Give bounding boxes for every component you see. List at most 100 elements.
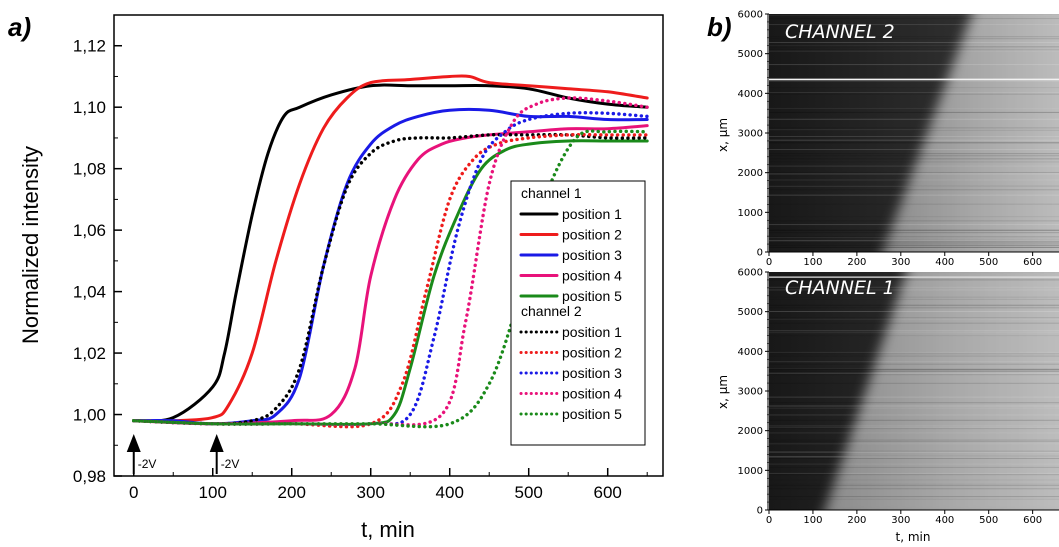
- heatmap-noise-stripe: [769, 148, 1059, 150]
- voltage-annotation: -2V: [221, 457, 240, 471]
- heatmap-noise-stripe: [769, 463, 1059, 465]
- heatmap-noise-stripe: [769, 107, 1059, 109]
- heatmap-noise-stripe: [769, 129, 1059, 131]
- heatmap-noise-stripe: [769, 87, 1059, 89]
- legend-entry-label: position 1: [562, 324, 622, 340]
- heatmap-x-tick-label: 100: [803, 515, 822, 526]
- heatmap-noise-stripe: [769, 161, 1059, 163]
- heatmap-noise-stripe: [769, 220, 1059, 222]
- heatmap-x-tick-label: 0: [766, 515, 772, 526]
- legend-entry-label: position 3: [562, 247, 622, 263]
- heatmap-x-tick-label: 500: [979, 257, 998, 268]
- heatmap-noise-stripe: [769, 370, 1059, 372]
- legend-group-channel-1: channel 1: [521, 185, 582, 201]
- heatmap-noise-stripe: [769, 374, 1059, 376]
- panel-a-y-ticks: 0,98 1,00 1,02 1,04 1,06 1,08 1,10 1,12: [73, 37, 122, 486]
- heatmap-noise-stripe: [769, 443, 1059, 445]
- heatmap-noise-stripe: [769, 485, 1059, 487]
- heatmap-noise-stripe: [769, 466, 1059, 468]
- series-line-channel-1-position-2: [132, 74, 649, 423]
- heatmap-noise-stripe: [769, 173, 1059, 175]
- heatmap-noise-stripe: [769, 396, 1059, 398]
- panel-b-label: b): [707, 12, 732, 42]
- heatmap-noise-stripe: [769, 236, 1059, 238]
- heatmap-noise-stripe: [769, 179, 1059, 181]
- heatmap-noise-stripe: [769, 153, 1059, 155]
- series-line-channel-2-position-5: [132, 129, 649, 429]
- heatmap-y-tick-label: 5000: [738, 307, 763, 318]
- voltage-arrows: -2V -2V: [126, 434, 240, 474]
- heatmap-noise-stripe: [769, 279, 1059, 281]
- heatmap-noise-stripe: [769, 479, 1059, 481]
- heatmap-noise-stripe: [769, 426, 1059, 428]
- heatmap-noise-stripe: [769, 425, 1059, 427]
- heatmap-noise-stripe: [769, 246, 1059, 248]
- heatmap-noise-stripe: [769, 427, 1059, 429]
- heatmap-bottom-bright-region: [825, 272, 1059, 510]
- heatmap-noise-stripe: [769, 136, 1059, 138]
- heatmap-noise-stripe: [769, 92, 1059, 94]
- heatmap-noise-stripe: [769, 41, 1059, 43]
- legend-entry-label: position 2: [562, 345, 622, 361]
- heatmap-x-tick-label: 300: [891, 515, 910, 526]
- heatmap-noise-stripe: [769, 185, 1059, 187]
- panel-a-frame: [113, 14, 664, 477]
- heatmap-y-tick-label: 5000: [738, 49, 763, 60]
- heatmap-y-tick-label: 2000: [738, 426, 763, 437]
- heatmap-x-tick-label: 300: [891, 257, 910, 268]
- heatmap-noise-stripe: [769, 483, 1059, 485]
- heatmap-y-tick-label: 6000: [738, 10, 763, 21]
- heatmap-noise-stripe: [769, 245, 1059, 247]
- x-tick-label: 0: [129, 483, 138, 502]
- heatmap-y-tick-label: 3000: [738, 129, 763, 140]
- heatmap-noise-stripe: [769, 203, 1059, 205]
- heatmap-top-ticks: 0 1000 2000 3000 4000 5000 6000 0 100 200 300 400 50…: [738, 10, 1043, 269]
- heatmap-y-tick-label: 3000: [738, 387, 763, 398]
- heatmap-noise-stripe: [769, 194, 1059, 196]
- heatmap-noise-stripe: [769, 112, 1059, 114]
- heatmap-noise-stripe: [769, 237, 1059, 239]
- heatmap-noise-stripe: [769, 224, 1059, 226]
- heatmap-noise-stripe: [769, 232, 1059, 234]
- heatmap-noise-stripe: [769, 496, 1059, 498]
- heatmap-noise-stripe: [769, 335, 1059, 337]
- heatmap-noise-stripe: [769, 242, 1059, 244]
- heatmap-x-tick-label: 600: [1023, 515, 1042, 526]
- heatmap-noise-stripe: [769, 14, 1059, 16]
- heatmap-y-tick-label: 1000: [738, 208, 763, 219]
- heatmap-noise-stripe: [769, 304, 1059, 306]
- heatmap-noise-stripe: [769, 237, 1059, 239]
- heatmap-noise-stripe: [769, 24, 1059, 26]
- heatmap-noise-stripe: [769, 451, 1059, 453]
- heatmap-noise-stripe: [769, 18, 1059, 20]
- heatmap-noise-stripe: [769, 240, 1059, 242]
- heatmap-x-tick-label: 400: [935, 257, 954, 268]
- heatmap-y-tick-label: 0: [757, 248, 763, 259]
- heatmap-noise-stripe: [769, 450, 1059, 452]
- heatmap-noise-stripe: [769, 419, 1059, 421]
- heatmap-top-title: CHANNEL 2: [785, 21, 895, 43]
- heatmap-bottom-title: CHANNEL 1: [785, 277, 895, 299]
- heatmap-noise-stripe: [769, 407, 1059, 409]
- heatmap-noise-stripe: [769, 171, 1059, 173]
- panel-a-x-ticks: 0 100 200 300 400 500 600: [129, 468, 648, 502]
- heatmap-noise-stripe: [769, 307, 1059, 309]
- heatmap-y-tick-label: 6000: [738, 268, 763, 279]
- heatmap-noise-stripe: [769, 428, 1059, 430]
- heatmap-noise-stripe: [769, 241, 1059, 243]
- panel-a-xlabel: t, min: [361, 517, 415, 542]
- heatmap-noise-stripe: [769, 239, 1059, 241]
- heatmap-noise-stripe: [769, 158, 1059, 160]
- legend-entry-label: position 2: [562, 227, 622, 243]
- heatmap-noise-stripe: [769, 457, 1059, 459]
- heatmap-bottom-xlabel: t, min: [896, 530, 931, 544]
- x-tick-label: 300: [357, 483, 385, 502]
- heatmap-noise-stripe: [769, 318, 1059, 320]
- y-tick-label: 1,06: [73, 221, 106, 240]
- voltage-annotation: -2V: [138, 457, 157, 471]
- heatmap-y-tick-label: 1000: [738, 466, 763, 477]
- x-tick-label: 500: [515, 483, 543, 502]
- heatmap-x-tick-label: 200: [847, 515, 866, 526]
- heatmap-noise-stripe: [769, 488, 1059, 490]
